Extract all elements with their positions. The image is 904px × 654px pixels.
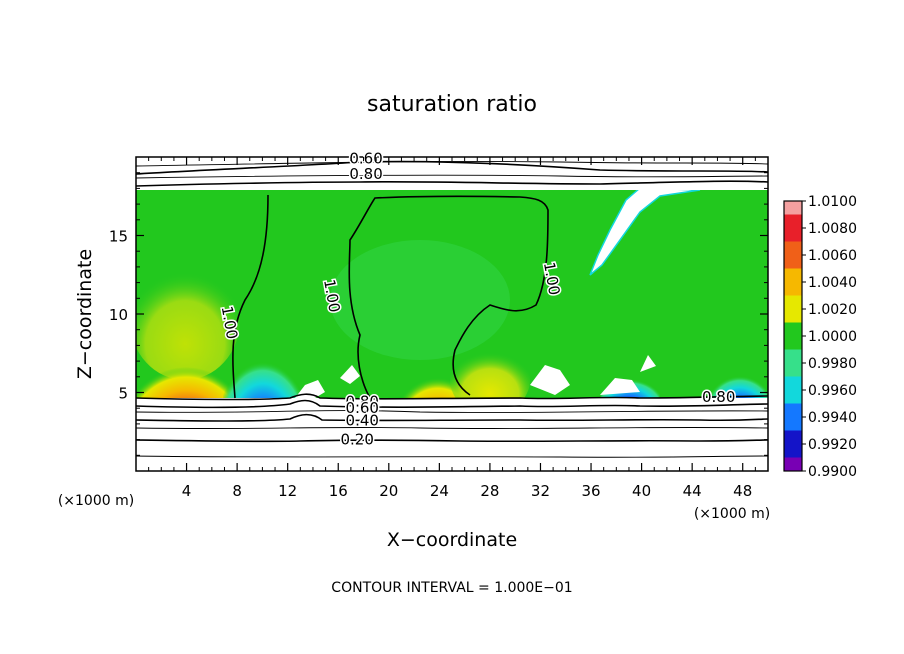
contour-interval-note: CONTOUR INTERVAL = 1.000E−01 xyxy=(331,580,572,596)
x-unit-label-left: (×1000 m) xyxy=(58,493,134,509)
contour-lines-thin xyxy=(136,161,768,458)
contour-0-60-lower xyxy=(136,399,768,409)
contour-label: 0.80 xyxy=(348,163,384,184)
contour-0-40-lower xyxy=(136,413,768,422)
colorbar-swatch xyxy=(784,403,802,417)
x-tick-label: 24 xyxy=(430,482,449,500)
lower-region xyxy=(136,398,768,471)
colorbar-swatch xyxy=(784,322,802,336)
colorbar-swatch xyxy=(784,444,802,458)
y-tick-label: 10 xyxy=(109,306,128,324)
y-axis-label: Z−coordinate xyxy=(74,249,96,379)
x-tick-label: 48 xyxy=(733,482,752,500)
colorbar-swatch xyxy=(784,376,802,390)
contour-label-text: 0.80 xyxy=(702,388,735,406)
colorbar-level-label: 1.0080 xyxy=(808,221,857,237)
x-unit-label-right: (×1000 m) xyxy=(694,506,770,522)
contour-0-20-lower xyxy=(136,439,768,443)
contour-label: 0.20 xyxy=(339,429,375,450)
contour-label: 0.80 xyxy=(344,391,380,412)
contour-1-00-a xyxy=(232,194,269,399)
colorbar-swatch xyxy=(784,295,802,309)
colorbar-level-label: 0.9920 xyxy=(808,437,857,453)
colorbar-swatch xyxy=(784,255,802,269)
contour-0-60-upper xyxy=(136,160,768,175)
x-axis-ticks: 4 8 12 16 20 24 28 32 36 40 44 48 xyxy=(148,157,756,500)
colorbar-swatch xyxy=(784,349,802,363)
contour-label: 0.80 xyxy=(701,386,737,407)
plot-area xyxy=(136,157,768,471)
colorbar-swatch xyxy=(784,336,802,350)
x-tick-label: 12 xyxy=(278,482,297,500)
x-tick-label: 8 xyxy=(232,482,242,500)
contour-label: 0.40 xyxy=(344,410,380,431)
colorbar-level-label: 1.0100 xyxy=(808,194,857,210)
colorbar-level-label: 0.9940 xyxy=(808,410,857,426)
colorbar-swatch xyxy=(784,430,802,444)
x-tick-label: 28 xyxy=(480,482,499,500)
colorbar-swatch xyxy=(784,214,802,228)
colorbar-swatch xyxy=(784,282,802,296)
colorbar-swatch xyxy=(784,241,802,255)
colorbar-level-label: 1.0060 xyxy=(808,248,857,264)
contour-label: 0.60 xyxy=(348,148,384,169)
colorbar-swatch xyxy=(784,268,802,282)
colorbar-level-label: 0.9960 xyxy=(808,383,857,399)
y-axis-ticks: 5 10 15 xyxy=(109,172,768,456)
x-tick-label: 36 xyxy=(581,482,600,500)
colorbar-swatch xyxy=(784,309,802,323)
contour-label-text: 0.40 xyxy=(346,411,379,429)
colorbar: 1.0100 1.0080 1.0060 1.0040 1.0020 1.0000 0.99… xyxy=(783,194,857,480)
contour-label: 0.60 xyxy=(344,397,380,418)
contour-0-80-lower xyxy=(136,393,768,401)
colorbar-swatch xyxy=(784,457,802,471)
x-axis-label: X−coordinate xyxy=(387,529,517,551)
contour-label-text: 0.60 xyxy=(346,399,379,417)
clear-patches xyxy=(295,355,656,398)
light-green-patch xyxy=(330,240,510,360)
y-tick-label: 15 xyxy=(109,228,128,246)
colorbar-swatch xyxy=(784,390,802,404)
contour-label-text: 0.60 xyxy=(349,149,382,167)
colorbar-level-label: 1.0040 xyxy=(808,275,857,291)
colorbar-level-label: 1.0020 xyxy=(808,302,857,318)
y-tick-label: 5 xyxy=(118,385,128,403)
contour-1-00-b xyxy=(348,195,549,399)
contour-label-text: 0.80 xyxy=(346,393,379,411)
x-tick-label: 20 xyxy=(379,482,398,500)
colorbar-swatch xyxy=(784,201,802,215)
colorbar-swatch xyxy=(784,417,802,431)
colorbar-swatch xyxy=(784,363,802,377)
x-tick-label: 16 xyxy=(329,482,348,500)
colorbar-swatch xyxy=(784,228,802,242)
chart-title: saturation ratio xyxy=(367,92,537,117)
colorbar-level-label: 1.0000 xyxy=(808,329,857,345)
contour-0-80-upper xyxy=(136,180,768,187)
x-tick-label: 40 xyxy=(632,482,651,500)
colorbar-level-label: 0.9900 xyxy=(808,464,857,480)
x-tick-label: 44 xyxy=(683,482,702,500)
contour-lines xyxy=(136,160,768,443)
contour-label-text: 0.80 xyxy=(349,165,382,183)
contour-label-text: 0.20 xyxy=(340,430,373,448)
x-tick-label: 4 xyxy=(182,482,192,500)
x-tick-label: 32 xyxy=(531,482,550,500)
colorbar-level-label: 0.9980 xyxy=(808,356,857,372)
